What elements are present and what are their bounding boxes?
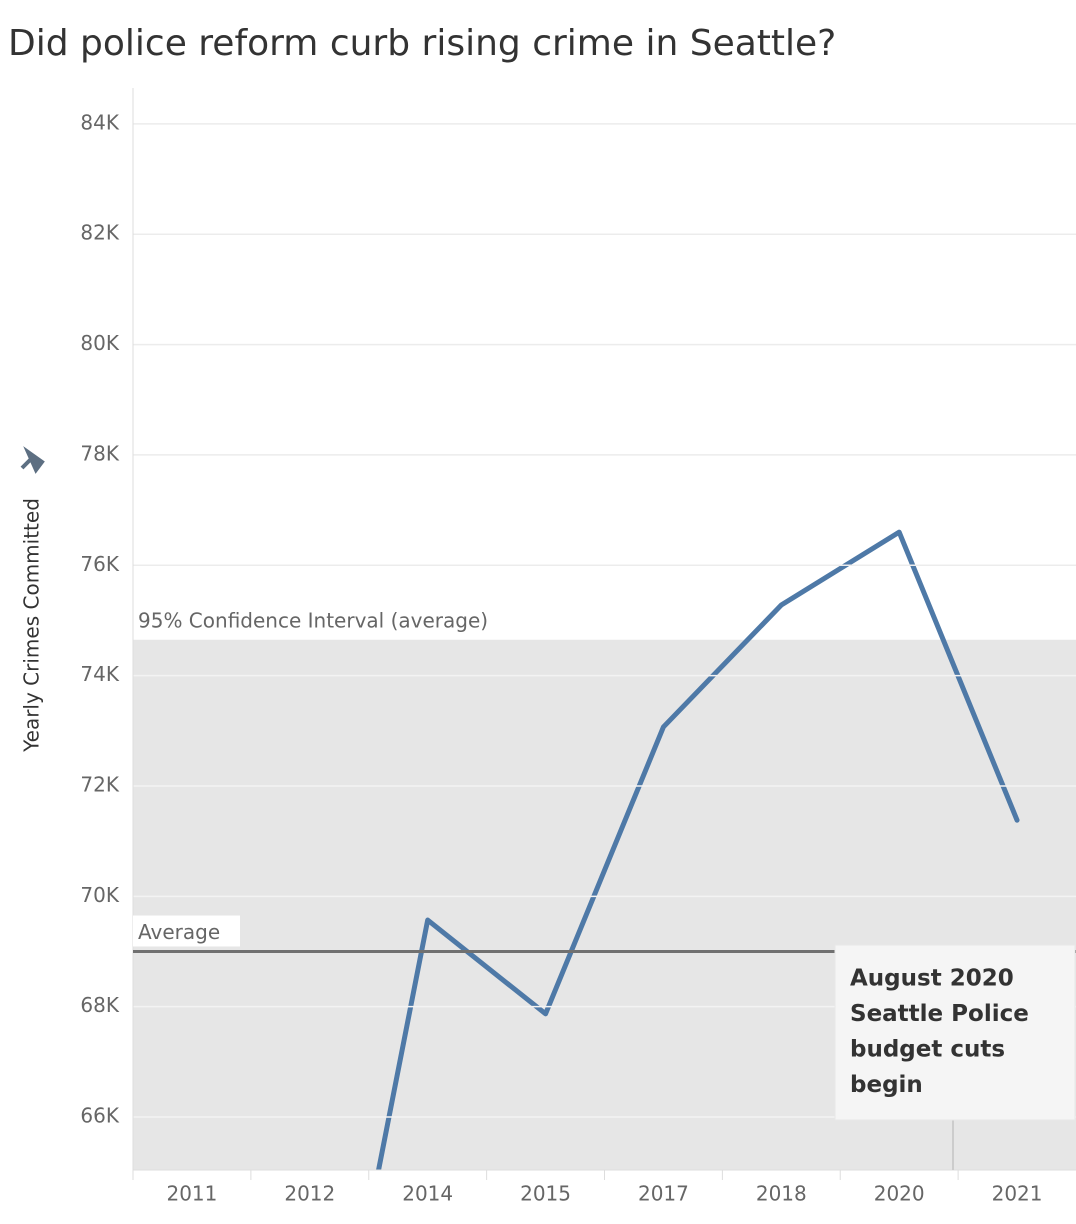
y-tick-label: 84K [80,110,119,134]
x-tick-label: 2021 [992,1182,1043,1206]
band-label: 95% Confidence Interval (average) [138,608,488,632]
y-tick-label: 70K [80,883,119,907]
chart-title: Did police reform curb rising crime in S… [8,23,836,64]
average-label-bg [133,915,240,947]
annotation-text: Seattle Police [850,1001,1029,1027]
annotation-text: August 2020 [850,966,1014,992]
x-tick-label: 2018 [756,1182,807,1206]
y-tick-label: 66K [80,1104,119,1128]
x-tick-label: 2011 [166,1182,217,1206]
data-line [376,529,1020,1170]
annotation-text: begin [850,1072,923,1098]
y-tick-label: 80K [80,331,119,355]
plot-area: 66K 68K 70K 72K 74K 76K 78K 80K 82K 84K 95% Confid… [80,88,1076,1206]
annotation-box [834,944,1076,1121]
y-tick-label: 72K [80,772,119,796]
x-tick-label: 2014 [402,1182,453,1206]
x-tick-label: 2020 [874,1182,925,1206]
y-tick-label: 74K [80,662,119,686]
y-tick-label: 78K [80,441,119,465]
y-tick-label: 68K [80,993,119,1017]
x-tick-label: 2015 [520,1182,571,1206]
x-tick-label: 2012 [284,1182,335,1206]
y-axis-label: Yearly Crimes Committed [20,498,44,753]
annotation-text: budget cuts [850,1037,1005,1063]
y-tick-label: 76K [80,552,119,576]
average-label: Average [138,920,220,944]
y-tick-label: 82K [80,221,119,245]
confidence-band [133,639,1076,1170]
x-tick-label: 2017 [638,1182,689,1206]
pin-icon [20,446,45,474]
